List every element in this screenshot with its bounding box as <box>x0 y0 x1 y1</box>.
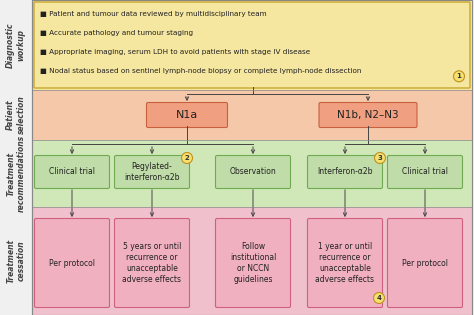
Text: Patient
selection: Patient selection <box>6 96 26 135</box>
FancyBboxPatch shape <box>216 156 291 188</box>
Text: Clinical trial: Clinical trial <box>402 168 448 176</box>
FancyBboxPatch shape <box>216 219 291 307</box>
Text: ■ Accurate pathology and tumour staging: ■ Accurate pathology and tumour staging <box>40 30 193 36</box>
Text: 1: 1 <box>456 73 461 79</box>
Circle shape <box>374 152 385 163</box>
Text: 3: 3 <box>378 155 383 161</box>
Circle shape <box>182 152 192 163</box>
Text: 5 years or until
recurrence or
unacceptable
adverse effects: 5 years or until recurrence or unaccepta… <box>122 242 182 284</box>
Text: Pegylated-
interferon-α2b: Pegylated- interferon-α2b <box>124 162 180 182</box>
Text: Clinical trial: Clinical trial <box>49 168 95 176</box>
Bar <box>32 90 472 140</box>
Text: N1a: N1a <box>176 110 198 120</box>
Text: ■ Patient and tumour data reviewed by multidisciplinary team: ■ Patient and tumour data reviewed by mu… <box>40 11 266 17</box>
FancyBboxPatch shape <box>308 156 383 188</box>
Circle shape <box>374 293 384 303</box>
FancyBboxPatch shape <box>308 219 383 307</box>
Text: Diagnostic
workup: Diagnostic workup <box>6 22 26 68</box>
FancyBboxPatch shape <box>388 219 463 307</box>
Text: Treatment
cessation: Treatment cessation <box>6 239 26 283</box>
Text: Interferon-α2b: Interferon-α2b <box>317 168 373 176</box>
Circle shape <box>454 71 465 82</box>
FancyBboxPatch shape <box>319 102 417 128</box>
Text: Observation: Observation <box>229 168 276 176</box>
FancyBboxPatch shape <box>35 219 109 307</box>
Text: ■ Appropriate imaging, serum LDH to avoid patients with stage IV disease: ■ Appropriate imaging, serum LDH to avoi… <box>40 49 310 55</box>
Text: 1 year or until
recurrence or
unacceptable
adverse effects: 1 year or until recurrence or unacceptab… <box>316 242 374 284</box>
FancyBboxPatch shape <box>35 156 109 188</box>
Text: 2: 2 <box>185 155 190 161</box>
Text: 4: 4 <box>376 295 382 301</box>
FancyBboxPatch shape <box>34 2 470 88</box>
Bar <box>32 207 472 315</box>
Text: Per protocol: Per protocol <box>49 259 95 267</box>
FancyBboxPatch shape <box>115 156 190 188</box>
FancyBboxPatch shape <box>146 102 228 128</box>
Bar <box>32 140 472 207</box>
FancyBboxPatch shape <box>115 219 190 307</box>
Text: Per protocol: Per protocol <box>402 259 448 267</box>
FancyBboxPatch shape <box>388 156 463 188</box>
Text: N1b, N2–N3: N1b, N2–N3 <box>337 110 399 120</box>
Text: Treatment
recommendations: Treatment recommendations <box>6 135 26 212</box>
Bar <box>32 0 472 90</box>
Text: ■ Nodal status based on sentinel lymph-node biopsy or complete lymph-node dissec: ■ Nodal status based on sentinel lymph-n… <box>40 68 361 74</box>
Text: Follow
institutional
or NCCN
guidelines: Follow institutional or NCCN guidelines <box>230 242 276 284</box>
